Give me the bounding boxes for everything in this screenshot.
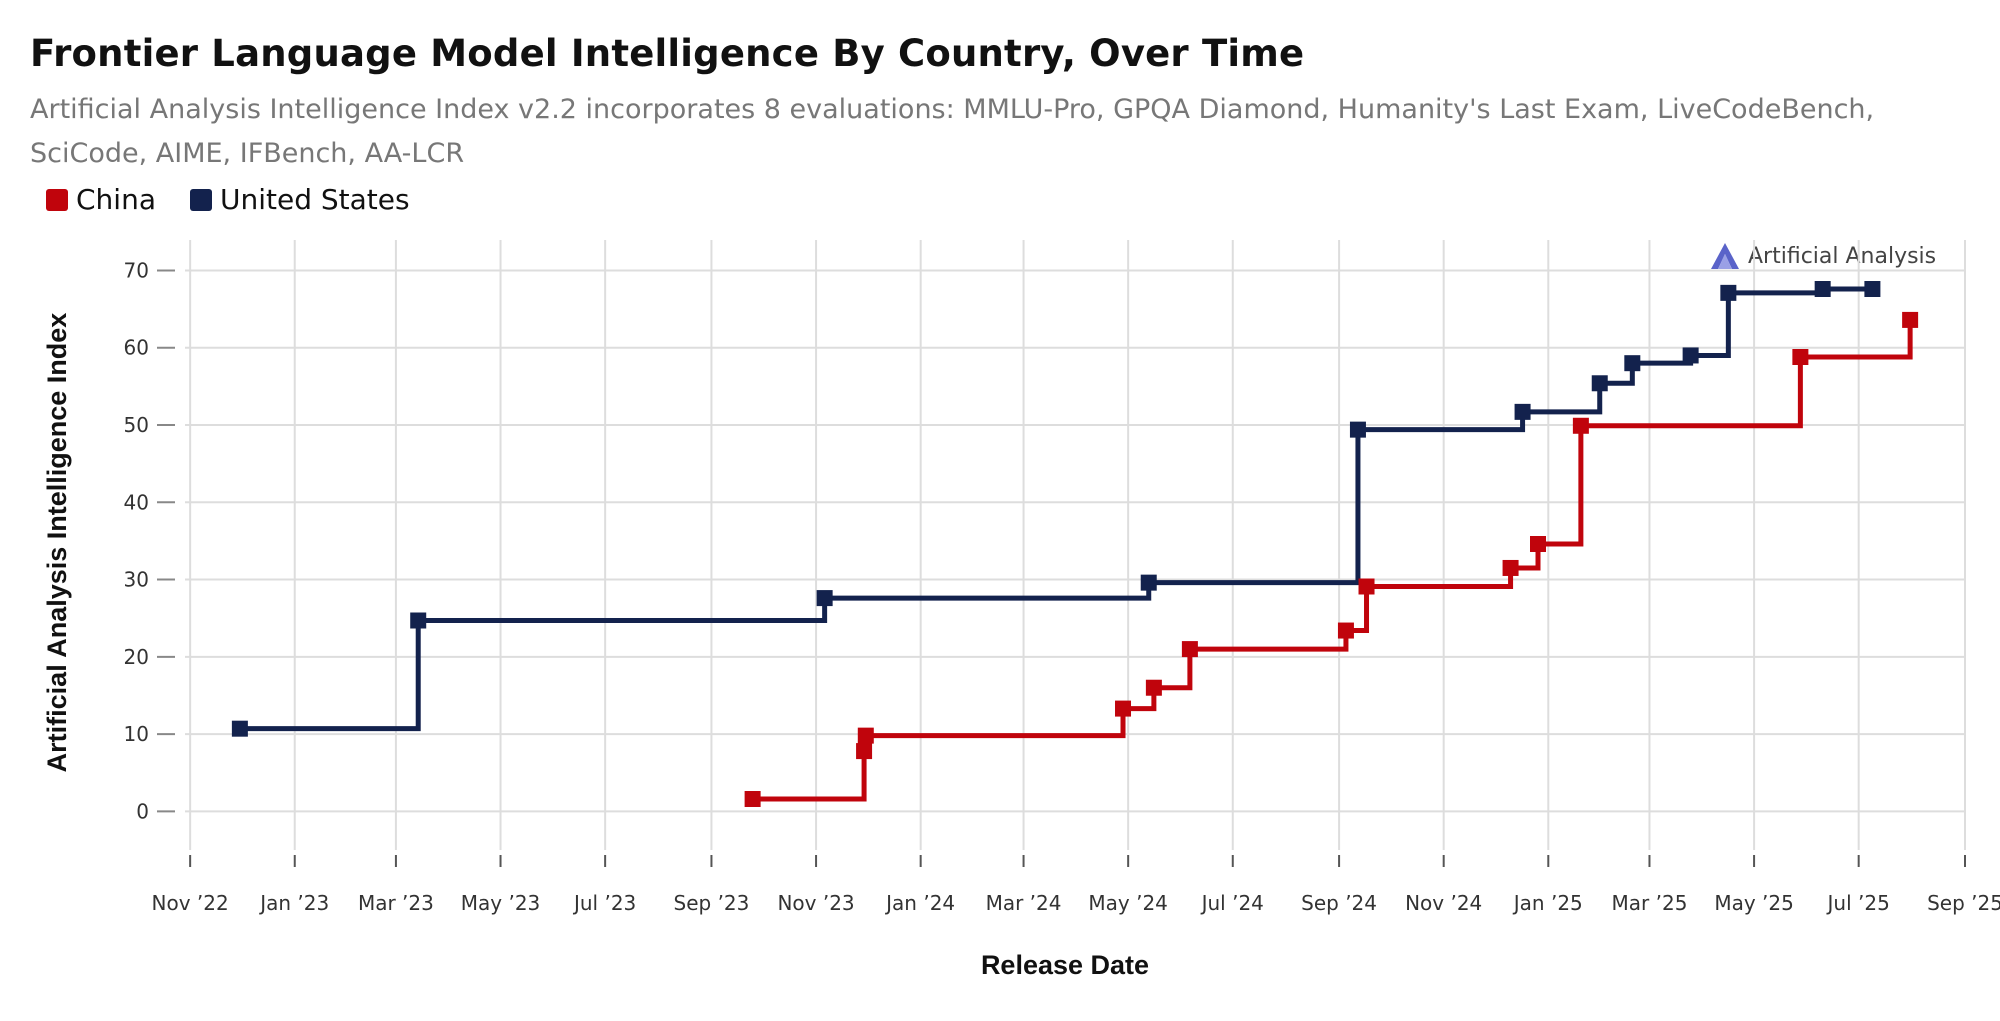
data-point-china (1337, 622, 1354, 639)
x-tick-label: Sep ’23 (674, 891, 750, 915)
data-point-china (1115, 700, 1132, 717)
x-tick-label: Mar ’24 (986, 891, 1062, 915)
data-point-united-states (1514, 403, 1531, 420)
x-tick-label: Jul ’24 (1200, 891, 1264, 915)
data-point-china (1792, 349, 1809, 365)
legend-swatch-united-states (189, 188, 212, 211)
y-tick-label: 70 (124, 258, 149, 282)
x-tick-label: Nov ’24 (1405, 891, 1482, 915)
data-point-china (1181, 641, 1198, 658)
legend-item-china[interactable]: China (46, 183, 156, 216)
y-tick-label: 50 (124, 413, 149, 437)
y-tick-label: 10 (124, 722, 149, 746)
data-point-china (857, 727, 874, 744)
y-tick-label: 60 (124, 336, 149, 360)
data-point-united-states (1720, 284, 1737, 301)
x-tick-label: Sep ’24 (1301, 891, 1377, 915)
data-point-united-states (816, 590, 833, 607)
x-tick-label: Jan ’25 (1512, 891, 1583, 915)
data-point-china (856, 743, 873, 760)
data-point-china (1530, 536, 1547, 552)
y-axis: 0 10 20 30 40 50 60 70 (124, 258, 175, 823)
legend-label-united-states: United States (219, 183, 410, 216)
series-line-china (752, 319, 1913, 802)
brand-logo-icon (1711, 243, 1739, 269)
chart-subtitle: Artificial Analysis Intelligence Index v… (30, 94, 1875, 169)
y-tick-label: 40 (124, 490, 149, 514)
data-point-china (1572, 417, 1589, 434)
data-point-united-states (1349, 421, 1366, 438)
x-tick-label: Jan ’23 (258, 891, 329, 915)
legend-swatch-china (46, 188, 68, 211)
x-tick-label: Jan ’24 (884, 891, 955, 915)
data-point-china (744, 791, 761, 807)
series-line-united-states (239, 286, 1873, 732)
chart-title: Frontier Language Model Intelligence By … (30, 32, 1305, 75)
data-point-united-states (1140, 574, 1157, 591)
y-axis-title: Artificial Analysis Intelligence Index (42, 313, 72, 773)
x-tick-label: May ’23 (461, 891, 541, 915)
data-point-united-states (1864, 281, 1881, 297)
brand-name: Artificial Analysis (1748, 243, 1937, 269)
x-tick-label: May ’25 (1714, 891, 1794, 915)
data-point-china (1902, 311, 1919, 328)
series-layer (231, 281, 1919, 807)
legend-item-united-states[interactable]: United States (189, 183, 410, 216)
legend-label-china: China (76, 183, 156, 216)
data-point-united-states (1682, 347, 1699, 364)
data-point-china (1145, 679, 1162, 696)
x-tick-label: Mar ’25 (1612, 891, 1688, 915)
brand-watermark: Artificial Analysis (1710, 242, 1936, 270)
x-tick-label: Mar ’23 (358, 891, 434, 915)
grid-layer (185, 240, 1966, 850)
y-tick-label: 0 (136, 799, 149, 823)
data-point-china (1502, 559, 1519, 576)
data-point-united-states (1624, 355, 1641, 372)
x-tick-label: Sep ’25 (1927, 891, 2000, 915)
x-tick-label: May ’24 (1088, 891, 1168, 915)
data-point-united-states (410, 612, 427, 629)
y-tick-label: 20 (124, 645, 149, 669)
data-point-united-states (231, 720, 248, 737)
y-tick-label: 30 (124, 568, 149, 592)
x-tick-label: Jul ’23 (572, 891, 636, 915)
x-tick-label: Nov ’23 (777, 891, 854, 915)
x-axis: Nov ’22 Jan ’23 Mar ’23 May ’23 Jul ’23 Sep ’… (152, 855, 2000, 915)
data-point-united-states (1591, 375, 1608, 392)
x-tick-label: Jul ’25 (1826, 891, 1890, 915)
chart-legend: China United States (46, 183, 410, 216)
x-tick-label: Nov ’22 (152, 891, 229, 915)
data-point-united-states (1814, 281, 1831, 297)
x-axis-title: Release Date (981, 950, 1149, 980)
data-point-china (1358, 578, 1375, 595)
